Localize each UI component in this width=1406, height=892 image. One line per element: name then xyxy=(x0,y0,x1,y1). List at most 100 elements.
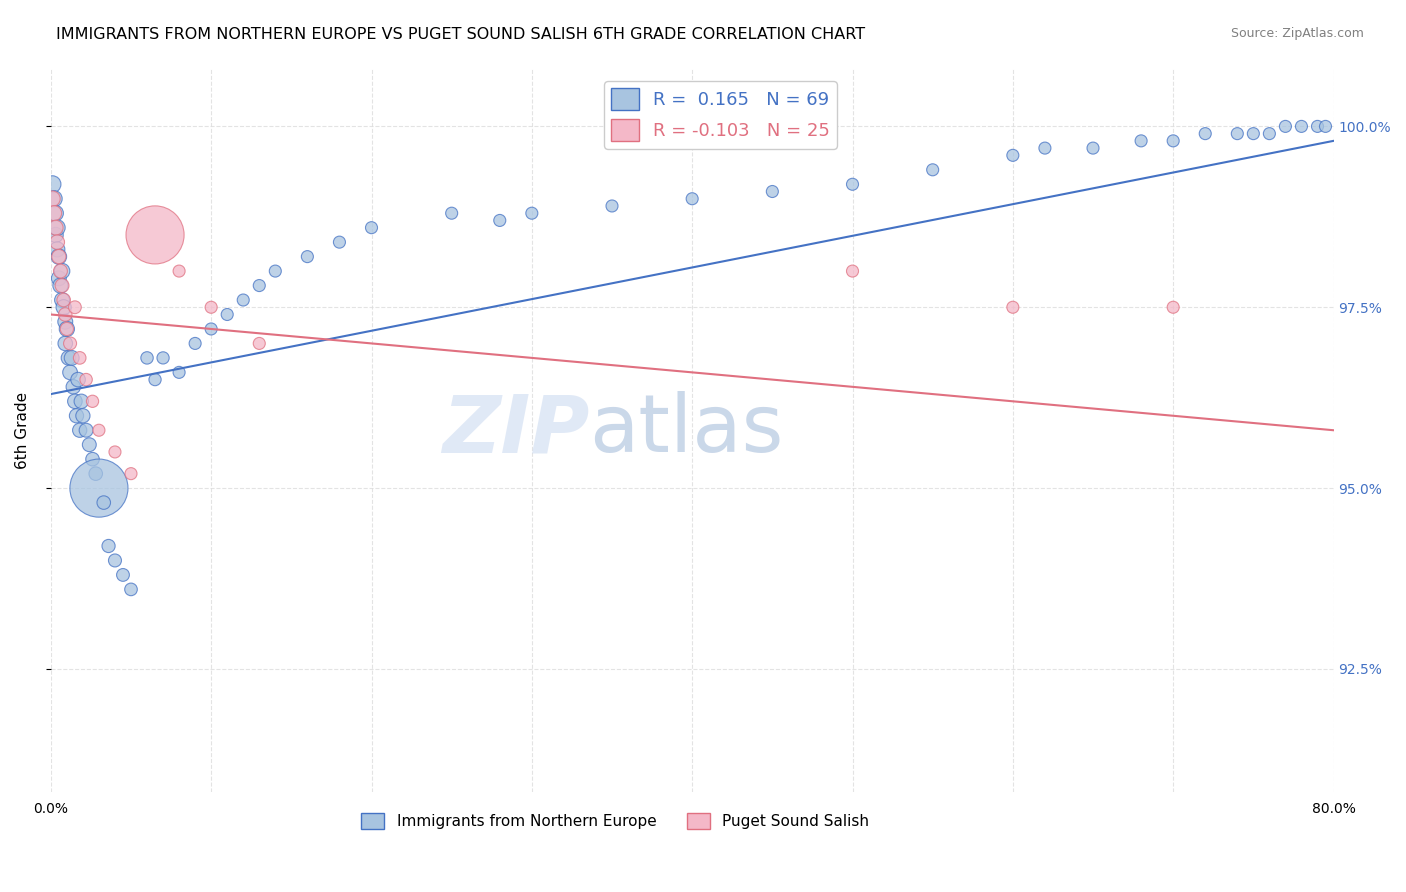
Point xyxy=(143,373,166,387)
Point xyxy=(136,351,159,365)
Point xyxy=(841,264,863,278)
Point xyxy=(200,322,222,336)
Point xyxy=(360,220,382,235)
Text: atlas: atlas xyxy=(589,392,785,469)
Point xyxy=(59,365,82,379)
Text: IMMIGRANTS FROM NORTHERN EUROPE VS PUGET SOUND SALISH 6TH GRADE CORRELATION CHAR: IMMIGRANTS FROM NORTHERN EUROPE VS PUGET… xyxy=(56,27,865,42)
Point xyxy=(921,162,943,177)
Point xyxy=(59,336,82,351)
Point xyxy=(841,178,863,192)
Point xyxy=(41,192,63,206)
Point xyxy=(1001,300,1024,314)
Point xyxy=(143,227,166,242)
Point xyxy=(297,250,319,264)
Point xyxy=(51,293,73,307)
Point xyxy=(67,373,90,387)
Point xyxy=(49,278,72,293)
Point xyxy=(1274,120,1296,134)
Point xyxy=(247,336,270,351)
Point xyxy=(41,178,63,192)
Point xyxy=(520,206,543,220)
Point xyxy=(232,293,254,307)
Point xyxy=(681,192,703,206)
Point xyxy=(600,199,623,213)
Point xyxy=(53,308,76,322)
Point xyxy=(53,315,76,329)
Point xyxy=(97,539,120,553)
Point xyxy=(42,192,65,206)
Point xyxy=(45,220,67,235)
Point xyxy=(1033,141,1056,155)
Point xyxy=(52,293,75,307)
Point xyxy=(167,264,190,278)
Point xyxy=(42,206,65,220)
Point xyxy=(1161,300,1184,314)
Point xyxy=(62,380,84,394)
Point xyxy=(1081,141,1104,155)
Point xyxy=(65,409,87,423)
Point xyxy=(79,438,101,452)
Point xyxy=(69,423,91,437)
Point xyxy=(82,452,104,467)
Point xyxy=(60,351,83,365)
Point xyxy=(46,243,69,257)
Point xyxy=(63,300,86,314)
Point xyxy=(1001,148,1024,162)
Point xyxy=(48,250,70,264)
Point xyxy=(1194,127,1216,141)
Point xyxy=(1241,127,1264,141)
Point xyxy=(328,235,350,249)
Point xyxy=(87,481,110,495)
Text: ZIP: ZIP xyxy=(441,392,589,469)
Point xyxy=(45,227,67,242)
Point xyxy=(58,351,80,365)
Point xyxy=(51,264,73,278)
Point xyxy=(120,467,142,481)
Point xyxy=(53,336,76,351)
Text: Source: ZipAtlas.com: Source: ZipAtlas.com xyxy=(1230,27,1364,40)
Point xyxy=(46,220,69,235)
Point xyxy=(167,365,190,379)
Point xyxy=(72,409,94,423)
Point xyxy=(217,308,239,322)
Point xyxy=(69,351,91,365)
Point xyxy=(49,264,72,278)
Point xyxy=(1161,134,1184,148)
Point xyxy=(70,394,93,409)
Point xyxy=(200,300,222,314)
Point xyxy=(247,278,270,293)
Point xyxy=(45,206,67,220)
Point xyxy=(56,322,79,336)
Point xyxy=(48,250,70,264)
Point xyxy=(75,373,97,387)
Point xyxy=(1291,120,1313,134)
Point xyxy=(1226,127,1249,141)
Point xyxy=(488,213,510,227)
Y-axis label: 6th Grade: 6th Grade xyxy=(15,392,30,469)
Point xyxy=(1315,120,1337,134)
Point xyxy=(93,495,115,509)
Point xyxy=(51,278,73,293)
Point xyxy=(46,235,69,249)
Point xyxy=(52,300,75,314)
Point xyxy=(104,553,127,567)
Point xyxy=(84,467,107,481)
Point xyxy=(87,423,110,437)
Point xyxy=(761,185,783,199)
Point xyxy=(48,271,70,285)
Point xyxy=(1258,127,1281,141)
Point xyxy=(120,582,142,597)
Point xyxy=(1306,120,1329,134)
Point xyxy=(1130,134,1153,148)
Point xyxy=(111,568,134,582)
Point xyxy=(184,336,207,351)
Point xyxy=(82,394,104,409)
Point xyxy=(264,264,287,278)
Point xyxy=(56,322,79,336)
Point xyxy=(440,206,463,220)
Point xyxy=(104,445,127,459)
Legend: Immigrants from Northern Europe, Puget Sound Salish: Immigrants from Northern Europe, Puget S… xyxy=(356,806,875,835)
Point xyxy=(75,423,97,437)
Point xyxy=(152,351,174,365)
Point xyxy=(63,394,86,409)
